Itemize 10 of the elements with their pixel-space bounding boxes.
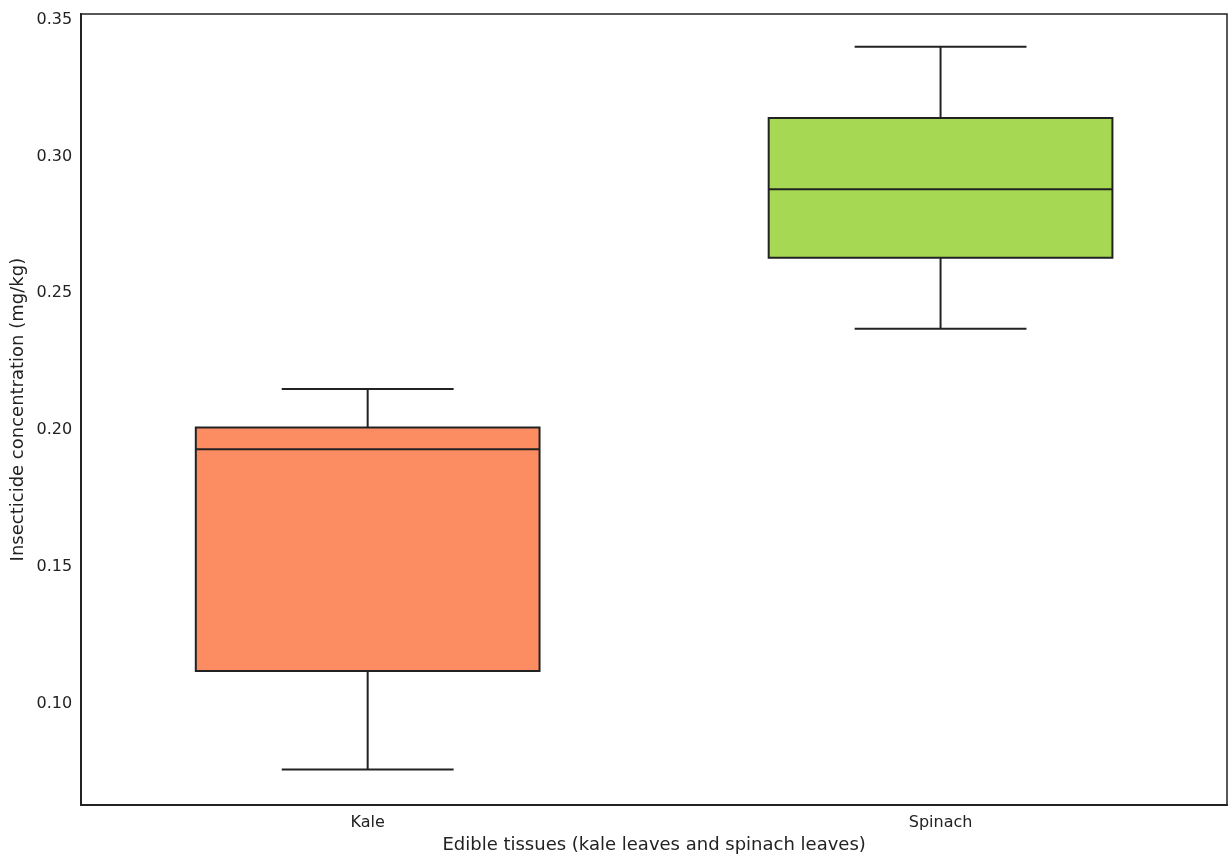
y-tick-label: 0.15 [36,556,73,576]
x-axis-title: Edible tissues (kale leaves and spinach leaves) [442,832,866,854]
y-tick-label: 0.10 [36,693,73,713]
y-tick-label: 0.30 [36,145,73,165]
x-tick-label: Kale [350,811,385,831]
y-tick-label: 0.35 [36,8,73,28]
y-tick-label: 0.20 [36,419,73,439]
y-tick-label: 0.25 [36,282,73,302]
y-axis-title: Insecticide concentration (mg/kg) [6,257,28,562]
x-tick-label: Spinach [908,811,973,831]
